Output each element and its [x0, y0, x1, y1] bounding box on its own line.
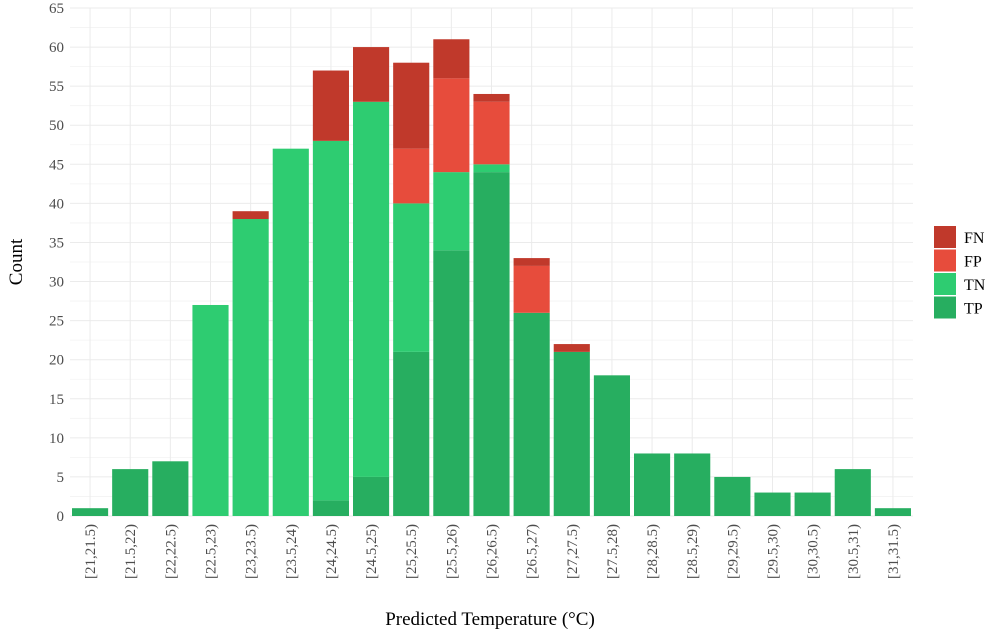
- legend: FN FP TN TP: [934, 226, 986, 319]
- bar-tp-16: [714, 476, 751, 516]
- x-tick-label: [28.5,29): [685, 524, 701, 579]
- bar-tp-20: [874, 508, 911, 516]
- y-tick-label: 30: [49, 275, 64, 291]
- legend-swatch-fp: [934, 249, 956, 272]
- bar-tp-17: [754, 492, 791, 516]
- y-tick-label: 25: [49, 314, 64, 330]
- bar-fn-12: [553, 344, 590, 352]
- x-tick-label: [27.5,28): [605, 524, 621, 579]
- bar-tp-8: [393, 351, 430, 516]
- x-tick-label: [30,30.5): [806, 524, 822, 579]
- x-tick-label: [29,29.5): [725, 524, 741, 579]
- x-tick-label: [29.5,30): [766, 524, 782, 579]
- bar-tn-3: [192, 304, 229, 516]
- x-tick-label: [27,27.5): [565, 524, 581, 579]
- bar-fn-4: [232, 211, 269, 220]
- x-axis-ticks: [21,21.5) [21.5,22) [22,22.5) [22.5,23) [23,…: [83, 524, 902, 579]
- x-tick-label: [28,28.5): [645, 524, 661, 579]
- bar-fn-9: [433, 39, 470, 79]
- x-tick-label: [31,31.5): [886, 524, 902, 579]
- bars: [72, 39, 911, 516]
- bar-tp-19: [834, 469, 871, 516]
- y-tick-label: 60: [49, 40, 64, 56]
- legend-label-fp: FP: [964, 254, 982, 271]
- bar-tp-1: [112, 469, 149, 516]
- bar-tp-13: [593, 375, 630, 516]
- x-tick-label: [22.5,23): [204, 524, 220, 579]
- legend-label-tn: TN: [964, 277, 986, 294]
- bar-tp-14: [634, 453, 671, 516]
- x-tick-label: [21,21.5): [83, 524, 99, 579]
- x-tick-label: [25,25.5): [404, 524, 420, 579]
- bar-fn-11: [513, 258, 550, 266]
- x-tick-label: [22,22.5): [163, 524, 179, 579]
- bar-fp-9: [433, 78, 470, 173]
- y-axis-ticks: 0 5 10 15 20 25 30 35 40 45 50 55 60 65: [49, 1, 64, 525]
- y-tick-label: 5: [57, 470, 65, 486]
- x-tick-label: [25.5,26): [444, 524, 460, 579]
- y-tick-label: 10: [49, 431, 64, 447]
- bar-tp-9: [433, 250, 470, 516]
- bar-fp-8: [393, 148, 430, 204]
- y-tick-label: 15: [49, 392, 64, 408]
- y-tick-label: 45: [49, 157, 64, 173]
- y-tick-label: 50: [49, 118, 64, 134]
- bar-fn-10: [473, 93, 510, 102]
- bar-tp-15: [674, 453, 711, 516]
- bar-tn-9: [433, 172, 470, 251]
- bar-tn-5: [272, 148, 309, 516]
- bar-tp-18: [794, 492, 831, 516]
- x-axis-title: Predicted Temperature (°C): [385, 609, 595, 630]
- x-tick-label: [23,23.5): [244, 524, 260, 579]
- bar-fp-11: [513, 265, 550, 313]
- bar-tp-11: [513, 312, 550, 516]
- bar-fp-10: [473, 101, 510, 165]
- y-tick-label: 20: [49, 353, 64, 369]
- legend-swatch-tn: [934, 273, 956, 295]
- legend-label-fn: FN: [964, 230, 985, 247]
- y-tick-label: 0: [57, 509, 65, 525]
- y-tick-label: 65: [49, 1, 64, 17]
- x-tick-label: [24,24.5): [324, 524, 340, 579]
- bar-tp-6: [312, 500, 349, 516]
- legend-label-tp: TP: [964, 301, 983, 318]
- legend-swatch-fn: [934, 226, 956, 248]
- bar-tp-10: [473, 172, 510, 516]
- y-axis-title: Count: [6, 238, 27, 285]
- bar-tp-12: [553, 351, 590, 516]
- y-tick-label: 35: [49, 235, 64, 251]
- y-tick-label: 40: [49, 196, 64, 212]
- bar-tp-2: [152, 461, 189, 516]
- bar-tn-8: [393, 203, 430, 352]
- bar-tn-10: [473, 164, 510, 173]
- bar-fn-7: [353, 47, 390, 102]
- bar-fn-8: [393, 62, 430, 149]
- bar-tn-4: [232, 219, 269, 516]
- x-tick-label: [26.5,27): [525, 524, 541, 579]
- x-tick-label: [26,26.5): [485, 524, 501, 579]
- bar-tn-6: [312, 140, 349, 501]
- bar-tp-0: [72, 508, 109, 516]
- x-tick-label: [21.5,22): [123, 524, 139, 579]
- bar-fn-6: [312, 70, 349, 141]
- legend-swatch-tp: [934, 296, 956, 319]
- x-tick-label: [24.5,25): [364, 524, 380, 579]
- bar-tp-7: [353, 476, 390, 516]
- x-tick-label: [23.5,24): [284, 524, 300, 579]
- x-tick-label: [30.5,31): [846, 524, 862, 579]
- y-tick-label: 55: [49, 79, 64, 95]
- bar-tn-7: [353, 101, 390, 477]
